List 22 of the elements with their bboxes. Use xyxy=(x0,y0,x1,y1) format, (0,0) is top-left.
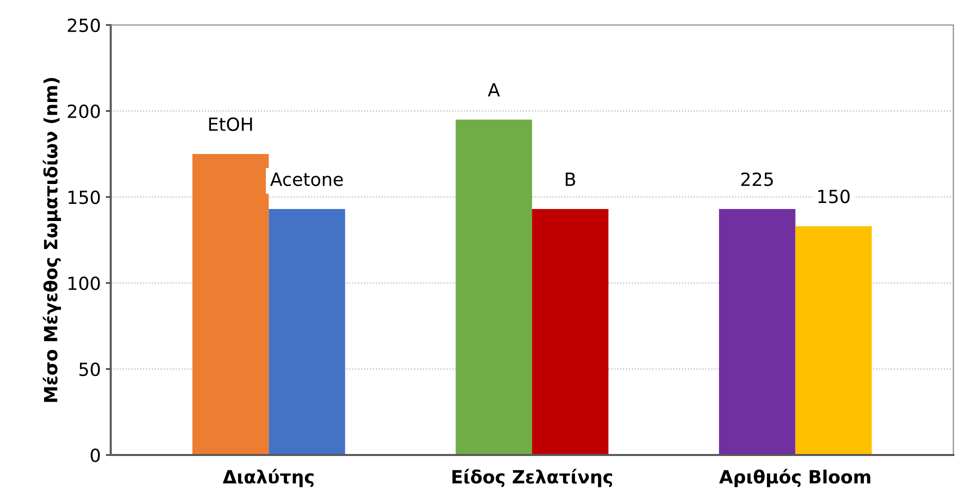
y-tick-label: 100 xyxy=(68,276,100,290)
annotation: 225 xyxy=(741,172,773,186)
y-tick-label: 0 xyxy=(90,448,100,462)
x-tick-label: Διαλύτης xyxy=(222,468,314,488)
y-tick-label: 200 xyxy=(68,104,100,118)
annotation: A xyxy=(488,83,500,96)
x-tick-label: Είδος Ζελατίνης xyxy=(452,468,612,488)
annotation: Acetone xyxy=(270,172,343,186)
y-tick-label: 250 xyxy=(68,18,100,32)
bar xyxy=(456,120,532,455)
bar xyxy=(268,209,346,455)
y-axis-title: Μέσο Μέγεθος Σωματιδίων (nm) xyxy=(42,78,62,402)
y-tick-label: 150 xyxy=(68,190,100,204)
bar xyxy=(532,209,608,455)
annotation: EtOH xyxy=(209,117,252,132)
x-tick-label: Αριθμός Bloom xyxy=(719,468,870,488)
annotation: 150 xyxy=(818,190,850,204)
bar xyxy=(795,226,872,455)
y-tick-label: 50 xyxy=(79,362,100,376)
annotation: B xyxy=(566,172,576,186)
bar xyxy=(192,154,269,455)
bar xyxy=(719,209,796,455)
